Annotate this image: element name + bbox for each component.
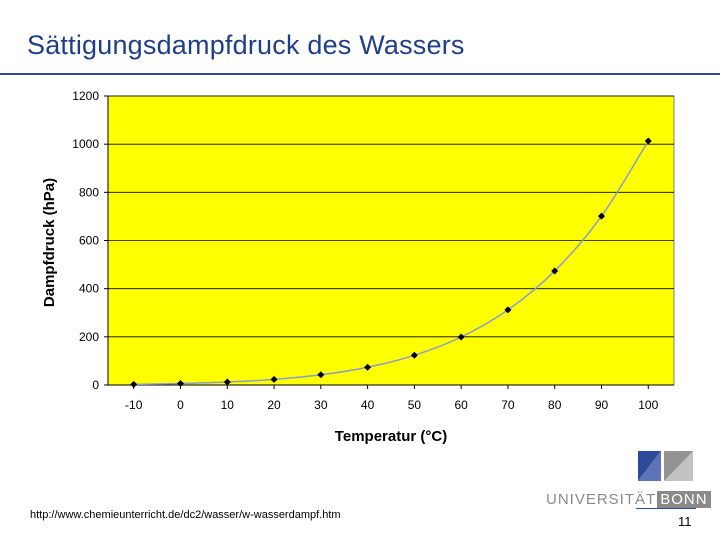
data-point <box>317 371 325 379</box>
y-tick-label: 1200 <box>72 89 99 103</box>
logo-gray-block <box>664 451 693 481</box>
data-point <box>644 137 652 145</box>
page-number: 11 <box>678 514 692 529</box>
source-url: http://www.chemieunterricht.de/dc2/wasse… <box>30 509 341 521</box>
y-tick-label: 800 <box>79 185 99 199</box>
x-axis-label: Temperatur (°C) <box>335 428 447 445</box>
x-tick-label: 100 <box>638 398 658 412</box>
x-tick-label: 90 <box>595 398 609 412</box>
data-point <box>270 375 278 383</box>
data-point <box>223 378 231 386</box>
x-tick-label: 30 <box>314 398 328 412</box>
x-tick-label: 50 <box>408 398 422 412</box>
data-point <box>177 380 185 388</box>
data-point <box>504 306 512 314</box>
x-tick-label: 20 <box>267 398 281 412</box>
x-tick-label: 60 <box>454 398 468 412</box>
data-point <box>364 363 372 371</box>
data-point <box>130 380 138 388</box>
data-point <box>551 267 559 275</box>
x-tick-label: 40 <box>361 398 375 412</box>
y-axis-label: Dampfdruck (hPa) <box>41 178 58 307</box>
logo-text-main: UNIVERSITÄT <box>546 491 657 508</box>
y-tick-label: 600 <box>79 234 99 248</box>
university-logo <box>638 451 693 481</box>
x-tick-label: 70 <box>501 398 515 412</box>
y-tick-label: 0 <box>92 378 99 392</box>
logo-text-accent: BONN <box>657 491 711 508</box>
y-tick-label: 1000 <box>72 137 99 151</box>
logo-blue-shape-2 <box>638 451 661 481</box>
logo-wordmark: UNIVERSITÄT BONN <box>546 491 711 508</box>
slide-title: Sättigungsdampfdruck des Wassers <box>27 30 465 60</box>
x-tick-label: 10 <box>221 398 235 412</box>
data-point <box>410 351 418 359</box>
y-tick-label: 200 <box>79 330 99 344</box>
x-tick-label: -10 <box>125 398 143 412</box>
data-point <box>457 333 465 341</box>
x-tick-label: 0 <box>177 398 184 412</box>
y-tick-label: 400 <box>79 282 99 296</box>
data-point <box>597 212 605 220</box>
footer-divider <box>636 508 696 509</box>
title-divider <box>0 73 720 75</box>
x-tick-label: 80 <box>548 398 562 412</box>
